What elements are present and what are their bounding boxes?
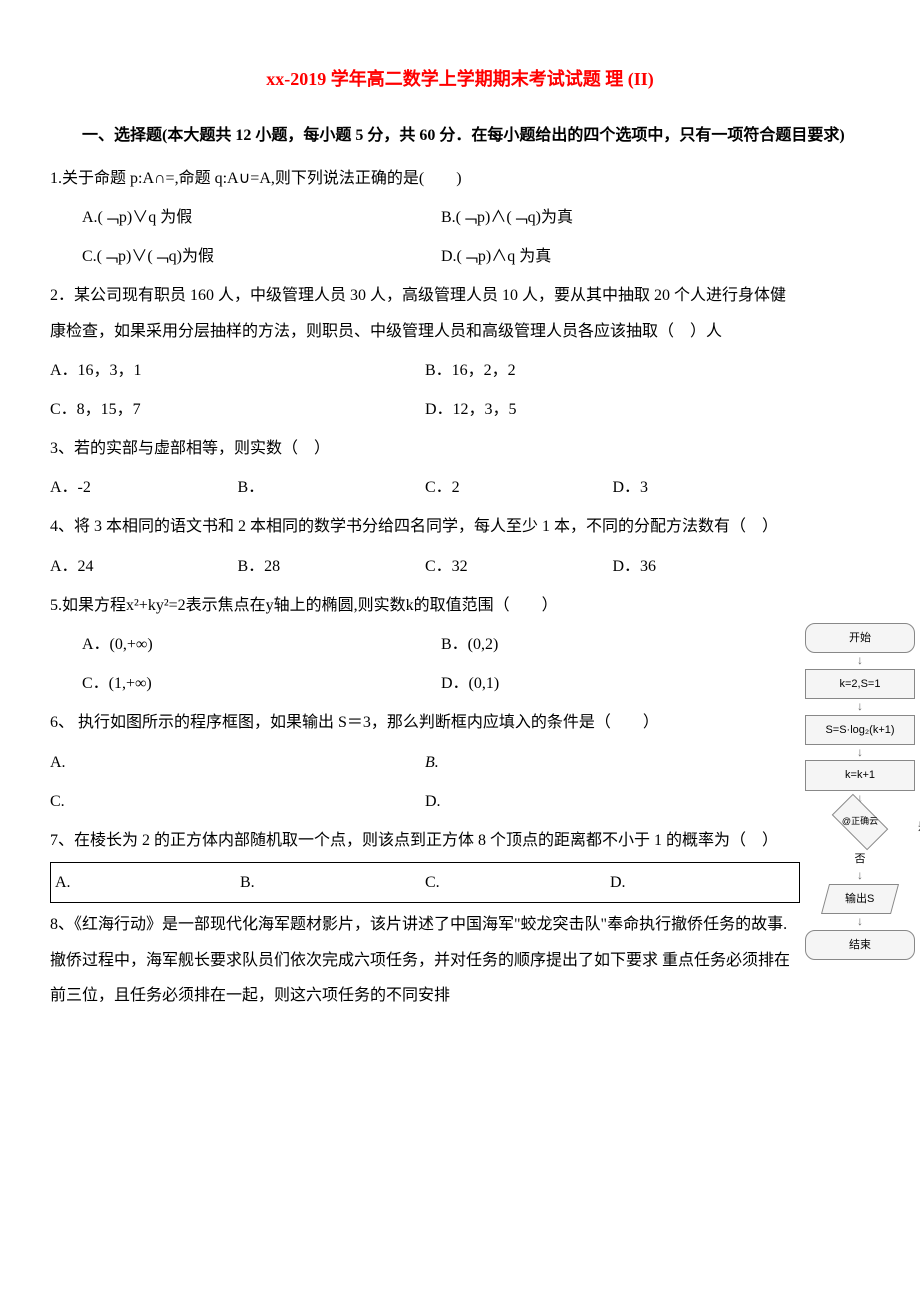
arrow-down-icon: ↓	[805, 917, 915, 927]
arrow-down-icon: ↓	[805, 748, 915, 758]
flowchart-diagram: 开始 ↓ k=2,S=1 ↓ S=S·log₂(k+1) ↓ k=k+1 ↓ @…	[805, 620, 915, 963]
question-6: 6、 执行如图所示的程序框图，如果输出 S＝3，那么判断框内应填入的条件是（ ）	[50, 705, 800, 740]
question-4-options: A．24 B．28 C．32 D．36	[50, 549, 800, 584]
option-b: B．16，2，2	[425, 353, 800, 388]
option-d: D.	[610, 865, 795, 900]
option-d: D.(﹁p)∧q 为真	[441, 239, 800, 274]
option-b: B．(0,2)	[441, 627, 800, 662]
question-3-options: A．-2 B． C．2 D．3	[50, 470, 800, 505]
flowchart-end: 结束	[805, 930, 915, 960]
question-5: 5.如果方程x²+ky²=2表示焦点在y轴上的椭圆,则实数k的取值范围（ ）	[50, 588, 800, 623]
question-3: 3、若的实部与虚部相等，则实数（ ）	[50, 431, 800, 466]
option-a: A.	[50, 745, 425, 780]
option-c: C．2	[425, 470, 613, 505]
option-d: D．(0,1)	[441, 666, 800, 701]
option-a: A．24	[50, 549, 238, 584]
section-header: 一、选择题(本大题共 12 小题，每小题 5 分，共 60 分．在每小题给出的四…	[50, 118, 870, 153]
option-d: D．12，3，5	[425, 392, 800, 427]
option-a: A．16，3，1	[50, 353, 425, 388]
flowchart-decision: @正确云 是	[805, 807, 915, 843]
option-c: C.(﹁p)∨(﹁q)为假	[82, 239, 441, 274]
exam-title: xx-2019 学年高二数学上学期期末考试试题 理 (II)	[50, 60, 870, 100]
option-d: D．36	[613, 549, 801, 584]
option-d: D．3	[613, 470, 801, 505]
flowchart-output-text: 输出S	[845, 887, 874, 911]
arrow-down-icon: ↓	[805, 656, 915, 666]
flowchart-output: 输出S	[821, 884, 899, 914]
option-b: B．	[238, 470, 426, 505]
flowchart-start: 开始	[805, 623, 915, 653]
option-b: B.	[240, 865, 425, 900]
option-a: A.	[55, 865, 240, 900]
option-b: B.(﹁p)∧(﹁q)为真	[441, 200, 800, 235]
option-c: C．32	[425, 549, 613, 584]
flowchart-incr: k=k+1	[805, 760, 915, 790]
question-4: 4、将 3 本相同的语文书和 2 本相同的数学书分给四名同学，每人至少 1 本，…	[50, 509, 800, 544]
question-8: 8、《红海行动》是一部现代化海军题材影片，该片讲述了中国海军"蛟龙突击队"奉命执…	[50, 907, 800, 1013]
question-1-options-row2: C.(﹁p)∨(﹁q)为假 D.(﹁p)∧q 为真	[50, 239, 800, 274]
option-d: D.	[425, 784, 800, 819]
option-c: C.	[425, 865, 610, 900]
page-content: xx-2019 学年高二数学上学期期末考试试题 理 (II) 一、选择题(本大题…	[50, 60, 870, 1013]
flowchart-calc: S=S·log₂(k+1)	[805, 715, 915, 745]
arrow-down-icon: ↓	[805, 702, 915, 712]
option-c: C.	[50, 784, 425, 819]
question-6-options-row1: A. B.	[50, 745, 800, 780]
option-b: B.	[425, 745, 800, 780]
option-c: C．(1,+∞)	[82, 666, 441, 701]
question-5-options-row1: A．(0,+∞) B．(0,2)	[50, 627, 800, 662]
question-1-options-row1: A.(﹁p)∨q 为假 B.(﹁p)∧(﹁q)为真	[50, 200, 800, 235]
question-1: 1.关于命题 p:A∩=,命题 q:A∪=A,则下列说法正确的是( )	[50, 161, 800, 196]
question-5-options-row2: C．(1,+∞) D．(0,1)	[50, 666, 800, 701]
question-2-options-row2: C．8，15，7 D．12，3，5	[50, 392, 800, 427]
arrow-down-icon: ↓	[805, 871, 915, 881]
questions-body: 1.关于命题 p:A∩=,命题 q:A∪=A,则下列说法正确的是( ) A.(﹁…	[50, 161, 800, 1013]
option-a: A.(﹁p)∨q 为假	[82, 200, 441, 235]
option-a: A．(0,+∞)	[82, 627, 441, 662]
option-c: C．8，15，7	[50, 392, 425, 427]
question-2: 2．某公司现有职员 160 人，中级管理人员 30 人，高级管理人员 10 人，…	[50, 278, 800, 348]
question-7: 7、在棱长为 2 的正方体内部随机取一个点，则该点到正方体 8 个顶点的距离都不…	[50, 823, 800, 858]
flowchart-init: k=2,S=1	[805, 669, 915, 699]
question-2-options-row1: A．16，3，1 B．16，2，2	[50, 353, 800, 388]
question-6-options-row2: C. D.	[50, 784, 800, 819]
option-b: B．28	[238, 549, 426, 584]
flowchart-watermark: @正确云	[842, 812, 878, 832]
question-7-options: A. B. C. D.	[50, 862, 800, 903]
option-a: A．-2	[50, 470, 238, 505]
